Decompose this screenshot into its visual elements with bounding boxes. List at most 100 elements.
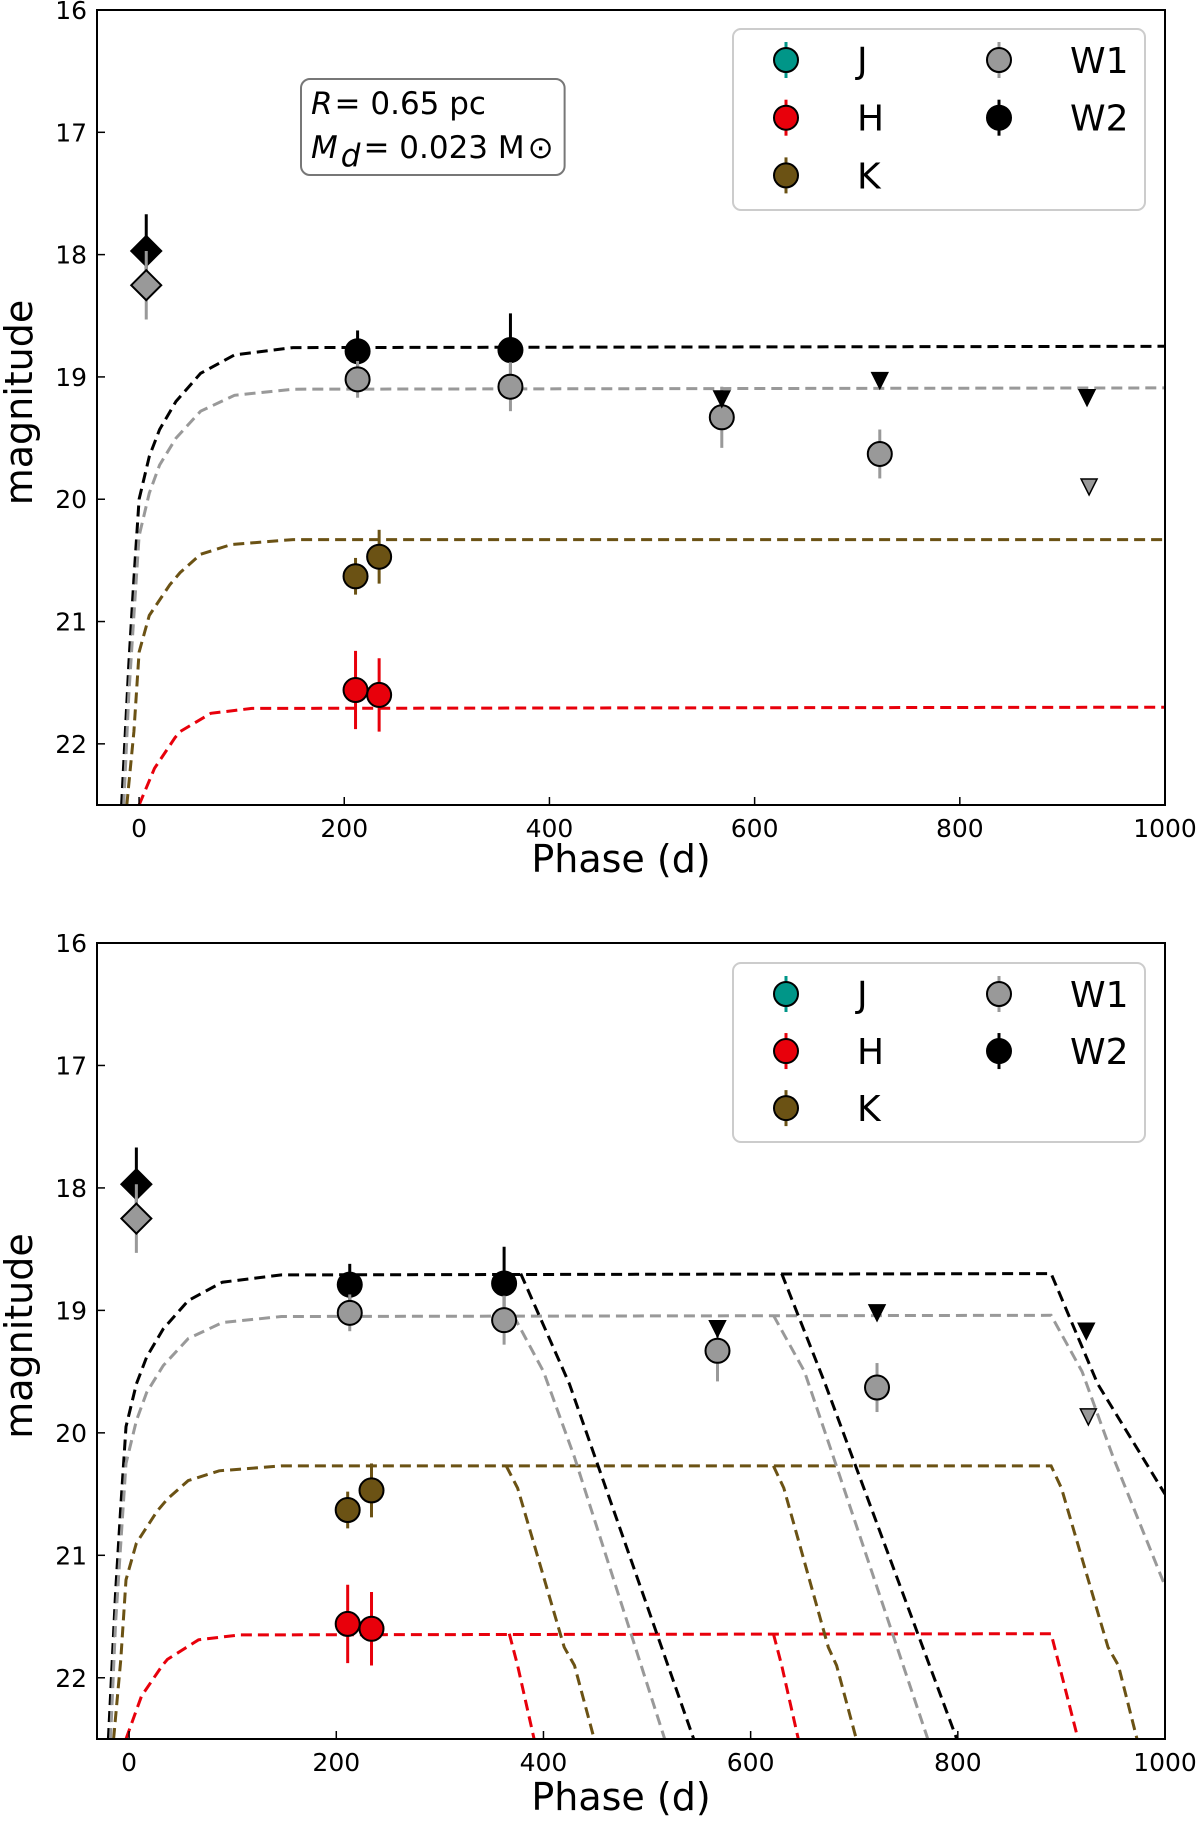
data-point-k xyxy=(342,563,369,590)
data-point-w1 xyxy=(866,440,893,467)
legend-label-h: H xyxy=(857,1032,884,1073)
legend-label-w2: W2 xyxy=(1070,99,1129,140)
x-tick-label: 1000 xyxy=(1133,1748,1197,1777)
x-tick-label: 200 xyxy=(312,1748,360,1777)
x-tick-label: 800 xyxy=(936,814,984,843)
x-tick-label: 200 xyxy=(320,814,368,843)
var-m: M xyxy=(311,130,338,166)
model-curve-w2 xyxy=(780,1273,959,1739)
legend-marker-k xyxy=(773,162,799,189)
data-point-h xyxy=(358,1615,385,1642)
legend-label-k: K xyxy=(857,156,882,197)
upper-limit-w2 xyxy=(1077,1322,1096,1341)
data-point-k xyxy=(358,1477,385,1504)
legend-marker-h xyxy=(773,1038,799,1065)
legend-marker-w2 xyxy=(986,104,1012,131)
data-point-w1 xyxy=(864,1374,891,1401)
y-tick-label: 16 xyxy=(55,929,87,958)
data-point-w2 xyxy=(497,337,524,364)
y-tick-label: 21 xyxy=(55,1541,87,1570)
data-point-w1 xyxy=(129,268,163,302)
legend-marker-j xyxy=(773,981,799,1007)
y-tick-label: 18 xyxy=(55,241,87,270)
upper-limit-w2 xyxy=(867,1304,887,1323)
legend-marker-w2 xyxy=(986,1038,1012,1065)
y-tick-label: 22 xyxy=(55,730,87,759)
data-point-w1 xyxy=(119,1202,153,1235)
y-tick-label: 17 xyxy=(55,1051,87,1080)
data-point-w1 xyxy=(336,1299,363,1326)
y-tick-label: 20 xyxy=(55,1419,87,1448)
data-point-w1 xyxy=(704,1337,731,1364)
x-tick-label: 400 xyxy=(520,1748,568,1777)
legend-marker-w1 xyxy=(986,981,1012,1007)
data-point-w2 xyxy=(344,338,371,365)
legend-label-w2: W2 xyxy=(1070,1032,1129,1073)
legend-label-h: H xyxy=(857,99,884,140)
panel-2: 0 200 400 600 800 1000 16 17 18 19 20 21 22 Phase (d)… xyxy=(0,929,1197,1819)
radius-value: = 0.65 pc xyxy=(335,86,486,122)
legend-box xyxy=(732,962,1146,1143)
legend-marker-k xyxy=(773,1095,799,1122)
upper-limit-w2 xyxy=(870,371,890,391)
y-tick-label: 19 xyxy=(55,363,87,392)
x-axis-label: Phase (d) xyxy=(531,1775,710,1819)
solar-symbol: ⊙ xyxy=(528,130,554,166)
plot-area xyxy=(120,214,1165,805)
legend-box xyxy=(732,28,1146,211)
upper-limit-w2 xyxy=(1077,388,1097,408)
y-tick-label: 16 xyxy=(55,0,87,25)
legend-marker-j xyxy=(773,47,799,73)
upper-limit-w2 xyxy=(712,390,732,409)
data-point-h xyxy=(366,681,393,708)
y-tick-label: 18 xyxy=(55,1174,87,1203)
x-tick-label: 800 xyxy=(934,1748,982,1777)
data-point-w1 xyxy=(344,366,371,393)
model-curve-w1 xyxy=(122,386,1165,805)
data-point-w2 xyxy=(336,1271,363,1298)
y-tick-label: 17 xyxy=(55,118,87,147)
y-tick-label: 21 xyxy=(55,608,87,637)
axes-frame xyxy=(96,9,1166,806)
model-curve-k xyxy=(112,1464,1139,1739)
model-curve-w2 xyxy=(120,344,1165,805)
model-curve-w2 xyxy=(519,1272,696,1739)
data-point-k xyxy=(334,1496,361,1523)
x-tick-label: 400 xyxy=(526,814,574,843)
model-curve-h xyxy=(771,1633,800,1739)
legend-label-w1: W1 xyxy=(1070,975,1129,1016)
x-tick-label: 0 xyxy=(131,814,147,843)
legend: JHK W1 W2 xyxy=(732,28,1146,211)
x-axis-label: Phase (d) xyxy=(531,837,710,881)
model-curve-w2 xyxy=(106,1272,1165,1739)
data-point-k xyxy=(366,543,393,570)
upper-limit-w1 xyxy=(1079,478,1099,497)
var-sub-d: d xyxy=(341,138,361,174)
legend-marker-w1 xyxy=(986,47,1012,73)
model-curve-k xyxy=(504,1465,596,1739)
annotation-box xyxy=(300,78,566,176)
y-axis-label: magnitude xyxy=(0,1233,41,1439)
model-curve-k xyxy=(125,538,1165,805)
upper-limit-w2 xyxy=(708,1320,727,1339)
legend-label-k: K xyxy=(857,1089,882,1130)
var-r: R xyxy=(311,86,333,122)
legend-marker-h xyxy=(773,104,799,131)
panel-1: 0 200 400 600 800 1000 16 17 18 19 20 21 22 Phase (d)… xyxy=(0,0,1197,881)
x-tick-label: 1000 xyxy=(1133,814,1197,843)
model-curve-h xyxy=(137,705,1165,805)
data-point-w1 xyxy=(708,404,735,431)
x-tick-label: 600 xyxy=(731,814,779,843)
model-curve-w1 xyxy=(109,1313,1165,1739)
plot-area xyxy=(106,1147,1165,1739)
y-tick-label: 19 xyxy=(55,1296,87,1325)
annotation: R = 0.65 pc M d = 0.023 M ⊙ xyxy=(300,78,566,176)
x-tick-label: 0 xyxy=(121,1748,137,1777)
upper-limit-w1 xyxy=(1079,1408,1098,1427)
model-curve-w1 xyxy=(772,1314,930,1739)
legend-label-w1: W1 xyxy=(1070,41,1129,82)
legend-label-j: J xyxy=(855,975,868,1016)
model-curve-w1 xyxy=(512,1314,667,1739)
y-tick-label: 20 xyxy=(55,485,87,514)
